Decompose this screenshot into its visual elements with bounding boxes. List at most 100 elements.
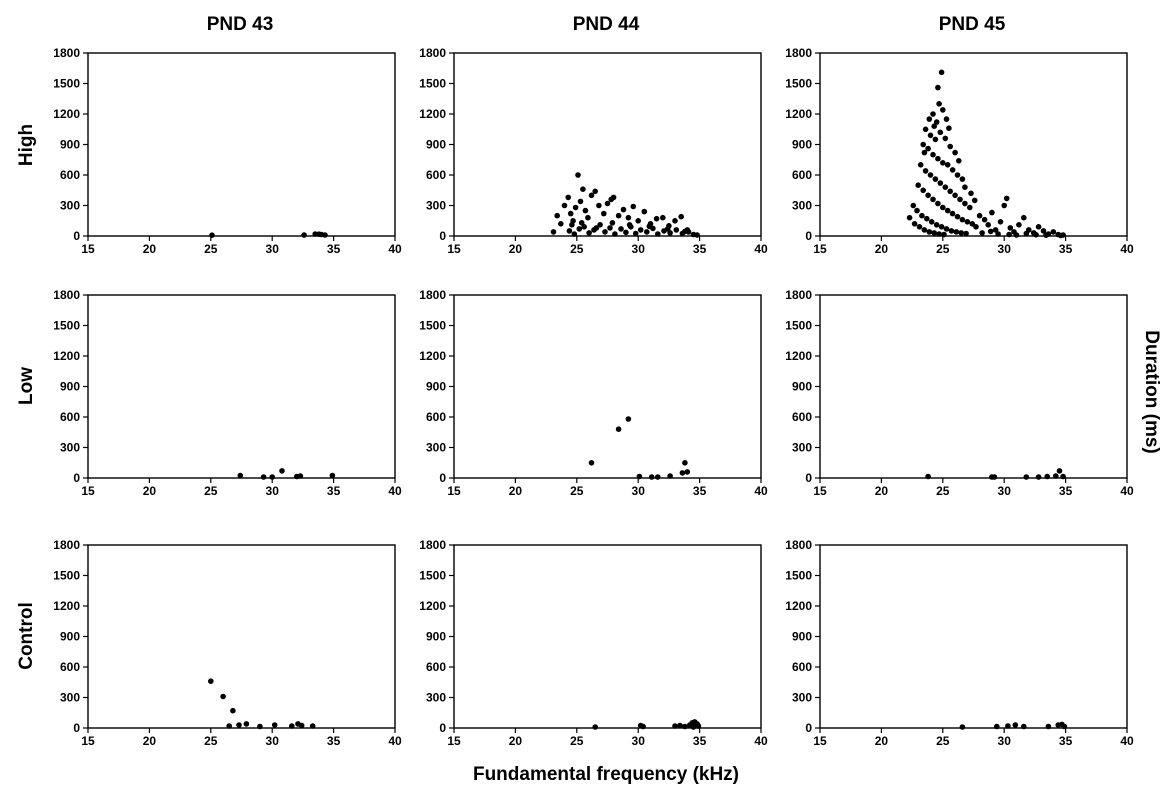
data-point <box>926 229 933 235</box>
y-tick-label: 1800 <box>785 288 812 302</box>
data-point <box>1021 214 1027 221</box>
y-tick-label: 1200 <box>53 349 80 363</box>
data-point <box>1013 232 1020 238</box>
data-point <box>944 162 951 168</box>
data-point <box>957 196 963 203</box>
x-tick-label: 25 <box>204 484 218 498</box>
x-tick-label: 35 <box>693 242 707 256</box>
y-tick-label: 1200 <box>785 349 812 363</box>
data-point <box>279 468 285 474</box>
data-point <box>987 228 994 235</box>
data-point <box>572 204 579 211</box>
y-tick-label: 900 <box>792 380 812 394</box>
data-point <box>959 216 966 223</box>
y-tick-label: 300 <box>60 199 80 213</box>
x-tick-label: 40 <box>754 734 768 748</box>
data-point <box>626 222 633 228</box>
data-point <box>963 230 969 237</box>
data-point <box>931 230 937 236</box>
y-tick-label: 600 <box>60 660 80 674</box>
x-tick-label: 20 <box>143 734 157 748</box>
data-point <box>640 723 646 730</box>
data-point <box>943 226 950 232</box>
y-tick-label: 600 <box>60 168 80 182</box>
y-axis-title: Duration (ms) <box>1141 330 1162 454</box>
data-point <box>1006 231 1012 238</box>
x-tick-label: 30 <box>998 734 1012 748</box>
plot-frame <box>87 294 396 479</box>
data-point <box>581 224 587 230</box>
data-point <box>925 473 931 480</box>
data-point <box>329 472 336 479</box>
y-tick-label: 1500 <box>53 319 80 333</box>
x-tick-label: 25 <box>204 734 218 748</box>
data-point <box>953 229 960 235</box>
x-tick-label: 15 <box>81 734 95 748</box>
x-tick-label: 35 <box>1059 484 1073 498</box>
x-tick-label: 30 <box>266 242 280 256</box>
data-point <box>930 111 936 117</box>
data-point <box>623 229 629 236</box>
y-tick-label: 1500 <box>53 569 80 583</box>
data-point <box>942 184 949 190</box>
data-point <box>566 228 573 234</box>
data-point <box>641 208 648 215</box>
data-point <box>1060 473 1066 480</box>
data-point <box>230 707 236 714</box>
scatter-panel-2-2: 0 300 600 900 1200 1500 1800 15 20 25 30 35 40 <box>419 288 768 498</box>
plot-frame <box>453 294 762 479</box>
plot-frame <box>453 52 762 237</box>
data-point <box>673 227 680 233</box>
data-point <box>618 226 624 232</box>
data-point <box>632 230 639 237</box>
x-tick-label: 30 <box>266 734 280 748</box>
y-tick-label: 1500 <box>419 77 446 91</box>
y-tick-label: 1500 <box>419 569 446 583</box>
scatter-panel-2-1: 0 300 600 900 1200 1500 1800 15 20 25 30 35 40 <box>53 288 402 498</box>
x-tick-label: 15 <box>813 484 827 498</box>
data-point <box>660 214 666 221</box>
data-point <box>694 232 700 238</box>
x-tick-label: 25 <box>570 734 584 748</box>
x-tick-label: 15 <box>813 734 827 748</box>
data-point <box>925 145 931 152</box>
data-point <box>937 180 944 186</box>
data-point <box>580 186 586 192</box>
data-point <box>1007 225 1014 231</box>
y-tick-label: 1500 <box>419 319 446 333</box>
data-point <box>672 723 678 729</box>
data-point <box>935 200 941 207</box>
data-point <box>1021 723 1027 730</box>
y-tick-label: 600 <box>426 168 446 182</box>
data-point <box>586 230 592 236</box>
y-tick-label: 0 <box>439 471 446 485</box>
data-point <box>949 167 956 173</box>
data-point <box>1033 232 1039 238</box>
data-point <box>941 231 947 238</box>
data-point <box>582 207 589 214</box>
data-point <box>952 192 958 199</box>
data-point <box>672 218 678 224</box>
data-point <box>592 724 598 730</box>
data-point <box>297 473 304 479</box>
data-point <box>257 723 263 730</box>
data-point <box>220 693 226 700</box>
data-point <box>922 126 929 133</box>
data-point <box>946 125 952 131</box>
data-point <box>989 209 995 216</box>
y-tick-label: 900 <box>60 380 80 394</box>
data-point <box>919 212 925 219</box>
data-point <box>932 176 939 182</box>
data-point <box>936 101 942 107</box>
data-point <box>226 723 232 729</box>
data-point <box>625 416 632 422</box>
scatter-panel-2-3: 0 300 600 900 1200 1500 1800 15 20 25 30 35 40 <box>785 288 1134 498</box>
data-point <box>947 143 953 150</box>
row-label-high: High <box>16 124 37 166</box>
data-point <box>971 197 978 204</box>
data-point <box>636 473 643 480</box>
data-point <box>236 722 242 728</box>
y-tick-label: 1800 <box>53 538 80 552</box>
x-tick-label: 30 <box>632 242 646 256</box>
data-point <box>992 227 999 233</box>
